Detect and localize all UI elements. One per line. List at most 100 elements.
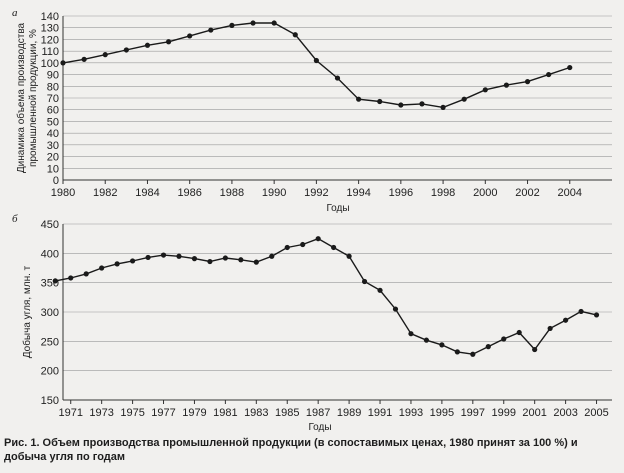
chart-b-x-tick-label: 1995 — [430, 407, 454, 419]
chart-b-x-tick-label: 1993 — [399, 407, 423, 419]
chart-b-y-tick-label: 200 — [41, 366, 59, 378]
chart-b-data-point — [408, 331, 414, 337]
chart-b-grid — [63, 223, 612, 371]
chart-a-y-tick-label: 20 — [47, 152, 59, 164]
chart-a-data-point — [546, 71, 552, 78]
chart-a-data-point — [461, 96, 467, 102]
chart-b-x-tick-label: 1997 — [461, 407, 485, 419]
chart-a-data-point — [567, 64, 573, 71]
chart-b-x-tick-label: 1991 — [368, 407, 392, 419]
chart-b-x-tick-label: 1975 — [120, 407, 144, 419]
chart-a-data-point — [419, 101, 425, 107]
chart-a-x-tick-label: 1998 — [431, 187, 455, 199]
chart-a-y-tick-label: 60 — [47, 105, 59, 117]
chart-b-data-point — [284, 244, 290, 251]
chart-a-data-point — [250, 20, 256, 26]
chart-a-y-tick-label: 80 — [47, 81, 59, 93]
chart-b-data-point — [269, 253, 275, 259]
chart-b-x-tick-label: 2001 — [522, 407, 546, 419]
chart-a-x-tick-label: 2004 — [558, 187, 582, 199]
chart-b-series — [52, 236, 600, 357]
chart-b-data-point — [253, 259, 259, 265]
chart-a-data-point — [81, 56, 87, 62]
chart-b-data-point — [501, 336, 507, 342]
chart-b-data-point — [485, 344, 491, 350]
chart-a-data-point — [334, 75, 341, 81]
chart-b-data-point — [191, 256, 198, 262]
chart-a-data-point — [60, 60, 66, 66]
chart-a-y-tick-label: 50 — [47, 116, 59, 128]
chart-a-data-point — [144, 42, 151, 48]
chart-b-x-tick-label: 1989 — [337, 407, 361, 419]
chart-b-x-tick-label: 1973 — [89, 407, 113, 419]
chart-a-data-point — [187, 33, 193, 39]
chart-b-data-point — [470, 351, 476, 357]
chart-a-y-label-line1: Динамика объема производства — [15, 22, 27, 173]
chart-a-axes — [62, 16, 612, 181]
chart-b-data-point — [300, 241, 306, 248]
chart-a-y-tick-label: 120 — [41, 34, 59, 46]
chart-b-x-tick-label: 2003 — [553, 407, 577, 419]
chart-b-data-point — [439, 342, 445, 348]
chart-b-data-point — [176, 253, 182, 259]
chart-a-data-point — [398, 102, 404, 108]
chart-b-data-point — [377, 287, 383, 293]
chart-b-series-line — [55, 237, 597, 355]
chart-a-data-point — [356, 96, 362, 102]
chart-a-y-tick-label: 70 — [47, 93, 59, 105]
chart-b-data-point — [578, 308, 584, 315]
chart-a-x-tick-label: 1990 — [262, 187, 286, 199]
chart-b-data-point — [516, 329, 522, 336]
chart-b-data-point — [331, 244, 337, 251]
chart-b-x-tick-label: 1987 — [306, 407, 330, 419]
chart-b-x-tick-label: 1971 — [58, 407, 82, 419]
chart-a-data-point — [123, 47, 129, 53]
chart-b-data-point — [593, 312, 600, 318]
chart-a-data-point — [377, 98, 383, 105]
chart-a-data-point — [229, 22, 235, 28]
chart-a-data-point — [271, 20, 277, 26]
chart-b-data-point — [423, 337, 430, 343]
chart-b-data-point — [99, 265, 105, 271]
chart-b-data-point — [145, 254, 151, 261]
chart-a-x-tick-label: 1980 — [51, 187, 75, 199]
chart-a-x-tick-label: 1982 — [93, 187, 117, 199]
chart-a-y-tick-label: 30 — [47, 140, 59, 152]
chart-b-data-point — [315, 236, 321, 242]
chart-a-x-tick-label: 2000 — [473, 187, 497, 199]
chart-a-y-tick-label: 140 — [41, 11, 59, 23]
chart-b-data-point — [238, 257, 244, 263]
chart-a-series — [60, 20, 573, 110]
chart-b-y-label: Добыча угля, млн. т — [21, 265, 33, 358]
chart-b-data-point — [547, 325, 553, 332]
chart-a-data-point — [482, 87, 488, 93]
chart-b-data-point — [207, 258, 213, 265]
chart-a-x-tick-label: 2002 — [515, 187, 539, 199]
chart-b-x-tick-label: 2005 — [584, 407, 608, 419]
chart-b-data-point — [52, 278, 58, 284]
chart-b-y-tick-label: 300 — [41, 307, 59, 319]
chart-b-data-point — [454, 349, 460, 355]
chart-a-x-ticks: 1980 1982 1984 1986 1988 1990 1992 1994 1996 1998… — [51, 180, 582, 199]
chart-a-y-tick-label: 40 — [47, 128, 59, 140]
chart-b-x-tick-label: 1983 — [244, 407, 268, 419]
chart-b-y-tick-label: 450 — [41, 219, 59, 231]
chart-a-series-line — [62, 22, 571, 109]
chart-a-grid — [63, 15, 612, 169]
chart-b-data-point — [114, 261, 120, 267]
chart-b-y-tick-label: 400 — [41, 248, 59, 260]
chart-b-data-point — [392, 306, 399, 312]
chart-a-data-point — [102, 52, 108, 58]
chart-a-data-point — [503, 82, 510, 88]
chart-b-x-tick-label: 1977 — [151, 407, 175, 419]
chart-b-data-point — [532, 346, 538, 353]
chart-a-x-tick-label: 1984 — [135, 187, 159, 199]
chart-a-y-label-line2: промышленной продукции, % — [28, 29, 39, 167]
chart-b-data-point — [160, 252, 167, 258]
chart-b-data-point — [222, 255, 228, 261]
chart-b-y-tick-label: 150 — [41, 395, 59, 407]
